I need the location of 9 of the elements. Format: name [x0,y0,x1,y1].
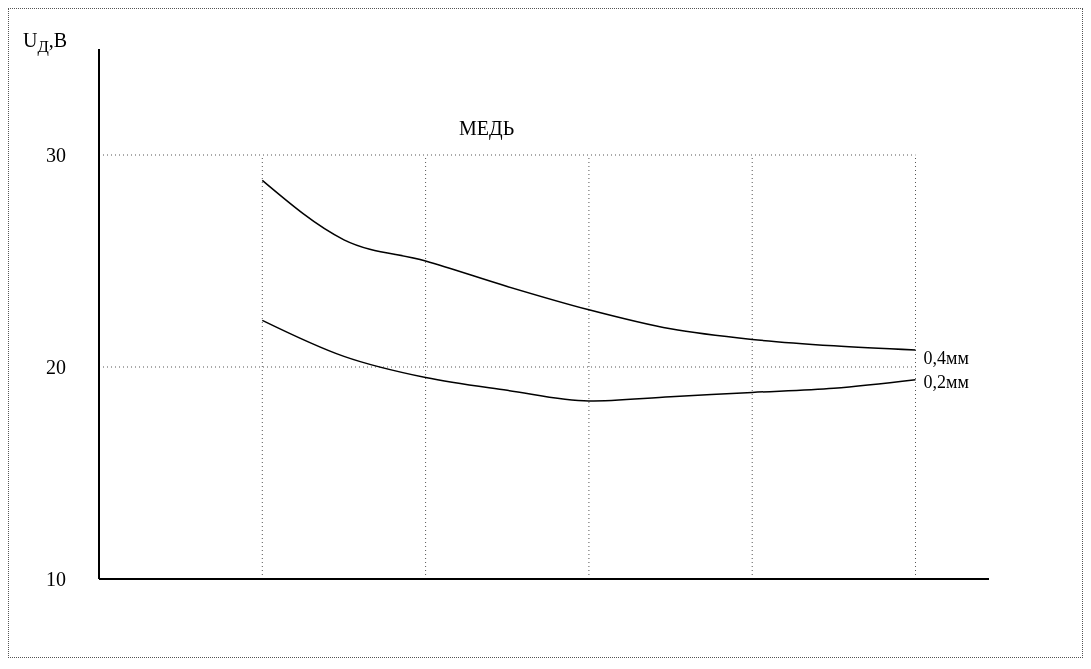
line-series [261,319,917,402]
y-tick-label: 30 [46,144,66,167]
y-axis-title: U$_{Д}$,В [23,29,68,57]
series-label: 0,4мм [923,348,969,369]
series-label: 0,2мм [923,371,969,392]
text: МЕДЬ [459,117,515,140]
y-tick-label: 10 [46,568,66,591]
line-series [261,179,917,351]
y-tick-label: 20 [46,356,66,379]
